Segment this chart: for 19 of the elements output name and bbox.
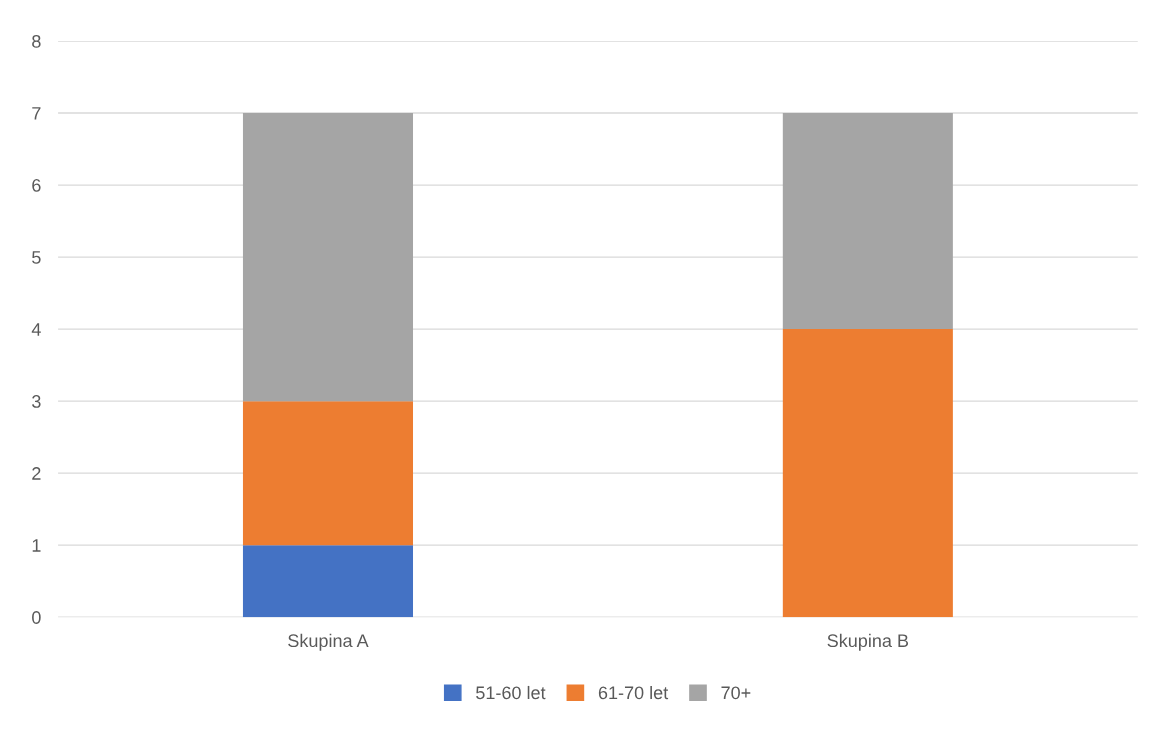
x-tick-label: Skupina A (288, 633, 369, 651)
bar (242, 545, 414, 618)
y-tick-label: 1 (32, 539, 41, 552)
legend-label: 51-60 let (476, 685, 546, 700)
legend-label: 61-70 let (598, 685, 669, 700)
y-tick-label: 3 (32, 395, 41, 408)
y-tick-label: 4 (31, 323, 41, 336)
bar (242, 113, 414, 402)
bar (242, 401, 414, 546)
y-tick-label: 7 (32, 107, 41, 120)
y-tick-label: 6 (32, 179, 41, 192)
x-tick-label: Skupina B (827, 633, 909, 651)
y-tick-label: 8 (32, 34, 41, 48)
legend-label: 70+ (721, 686, 751, 700)
bar (782, 329, 953, 618)
bar (782, 113, 953, 330)
y-tick-label: 0 (32, 611, 41, 624)
y-tick-label: 2 (32, 467, 41, 480)
y-tick-label: 5 (32, 251, 41, 264)
